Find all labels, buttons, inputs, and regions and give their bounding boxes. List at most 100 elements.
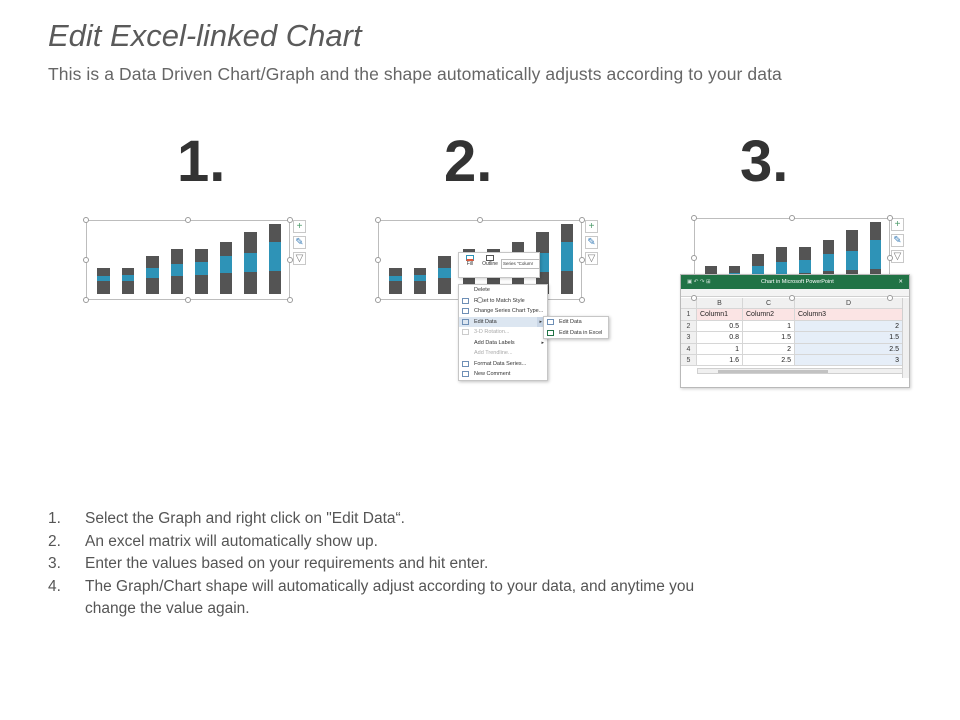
excel-window-title: Chart in Microsoft PowerPoint — [761, 279, 834, 285]
outline-button[interactable]: Outline — [481, 255, 499, 267]
menu-item-new-comment[interactable]: New Comment — [459, 369, 547, 380]
submenu-item-edit-data-in-excel[interactable]: Edit Data in Excel — [544, 328, 608, 339]
excel-corner-cell[interactable] — [681, 298, 697, 310]
resize-handle[interactable] — [579, 257, 585, 263]
submenu-item-edit-data[interactable]: Edit Data — [544, 317, 608, 328]
excel-cell[interactable]: Column1 — [697, 309, 743, 321]
chart-panel-2[interactable]: + ✎ ▽ Fill Outline Series "Columr Delete… — [375, 216, 609, 386]
chart-bar[interactable] — [268, 224, 282, 294]
chart-styles-button[interactable]: ✎ — [293, 236, 306, 249]
chart-bar[interactable] — [97, 268, 110, 294]
chart-bar[interactable] — [560, 224, 574, 294]
excel-grid[interactable]: B C D 1 Column1 Column2 Column3 2 0.5 1 … — [681, 298, 909, 378]
chart-bar[interactable] — [244, 231, 257, 294]
series-selector-dropdown[interactable]: Series "Columr — [501, 259, 540, 269]
excel-horizontal-scrollbar[interactable] — [697, 368, 903, 374]
chart-bar[interactable] — [195, 248, 208, 294]
excel-row-header[interactable]: 2 — [681, 320, 697, 333]
excel-vertical-scrollbar[interactable] — [902, 298, 909, 378]
resize-handle[interactable] — [375, 257, 381, 263]
bar-segment — [822, 254, 835, 272]
excel-cell[interactable]: 1.5 — [795, 332, 903, 344]
excel-formula-bar[interactable] — [681, 289, 909, 297]
resize-handle[interactable] — [789, 295, 795, 301]
excel-col-header-c[interactable]: C — [743, 298, 795, 310]
chart-styles-button[interactable]: ✎ — [585, 236, 598, 249]
resize-handle[interactable] — [789, 215, 795, 221]
reset-icon — [462, 297, 469, 304]
menu-item-edit-data[interactable]: Edit Data ▸ — [459, 316, 547, 327]
resize-handle[interactable] — [83, 297, 89, 303]
excel-cell[interactable]: 2 — [743, 343, 795, 355]
chart-panel-1[interactable]: + ✎ ▽ — [83, 216, 310, 306]
chart-filters-button[interactable]: ▽ — [585, 252, 598, 265]
menu-item-format-data-series[interactable]: Format Data Series... — [459, 359, 547, 370]
excel-cell[interactable]: 2.5 — [743, 355, 795, 367]
excel-cell[interactable]: 2.5 — [795, 343, 903, 355]
chart-bar[interactable] — [413, 268, 427, 294]
excel-cell[interactable]: 1.5 — [743, 332, 795, 344]
context-menu: Delete Reset to Match Style Change Serie… — [458, 284, 548, 381]
resize-handle[interactable] — [887, 255, 893, 261]
resize-handle[interactable] — [83, 257, 89, 263]
bar-segment — [560, 224, 574, 243]
instruction-item: 1. Select the Graph and right click on "E… — [48, 510, 405, 527]
chart-elements-button[interactable]: + — [293, 220, 306, 233]
resize-handle[interactable] — [887, 215, 893, 221]
resize-handle[interactable] — [691, 255, 697, 261]
resize-handle[interactable] — [579, 217, 585, 223]
chart-elements-button[interactable]: + — [891, 218, 904, 231]
chart-bar[interactable] — [146, 256, 159, 294]
excel-cell[interactable]: 0.5 — [697, 320, 743, 333]
chart-panel-3[interactable]: + ✎ ▽ ▣ ↶ ↷ ⊞ Chart in Microsoft PowerPo… — [680, 214, 912, 394]
excel-row-header[interactable]: 5 — [681, 355, 697, 367]
bar-segment — [195, 248, 208, 262]
excel-data-window[interactable]: ▣ ↶ ↷ ⊞ Chart in Microsoft PowerPoint ✕ … — [680, 274, 910, 388]
resize-handle[interactable] — [287, 217, 293, 223]
scrollbar-thumb[interactable] — [718, 370, 828, 373]
resize-handle[interactable] — [477, 217, 483, 223]
excel-cell[interactable]: 1.6 — [697, 355, 743, 367]
resize-handle[interactable] — [375, 297, 381, 303]
chart-styles-button[interactable]: ✎ — [891, 234, 904, 247]
menu-item-reset-to-match-style[interactable]: Reset to Match Style — [459, 296, 547, 307]
chart-bar[interactable] — [438, 256, 451, 294]
resize-handle[interactable] — [83, 217, 89, 223]
resize-handle[interactable] — [185, 297, 191, 303]
chart-filters-button[interactable]: ▽ — [891, 250, 904, 263]
resize-handle[interactable] — [691, 215, 697, 221]
resize-handle[interactable] — [287, 297, 293, 303]
bar-chart-1[interactable] — [92, 224, 288, 294]
excel-col-header-b[interactable]: B — [697, 298, 743, 310]
excel-cell[interactable]: 1 — [697, 343, 743, 355]
excel-quick-access-icon[interactable]: ▣ ↶ ↷ ⊞ — [687, 279, 711, 285]
chart-bar[interactable] — [219, 242, 233, 294]
excel-row-header[interactable]: 4 — [681, 343, 697, 355]
excel-cell[interactable]: 3 — [795, 355, 903, 367]
chart-bar[interactable] — [121, 268, 135, 294]
excel-cell[interactable]: Column3 — [795, 309, 903, 321]
bar-segment — [244, 231, 257, 253]
fill-button[interactable]: Fill — [463, 255, 477, 267]
resize-handle[interactable] — [375, 217, 381, 223]
resize-handle[interactable] — [691, 295, 697, 301]
resize-handle[interactable] — [477, 297, 483, 303]
resize-handle[interactable] — [579, 297, 585, 303]
chart-bar[interactable] — [170, 248, 184, 294]
chart-elements-button[interactable]: + — [585, 220, 598, 233]
excel-row-header[interactable]: 1 — [681, 309, 697, 321]
excel-row-header[interactable]: 3 — [681, 332, 697, 344]
resize-handle[interactable] — [287, 257, 293, 263]
resize-handle[interactable] — [887, 295, 893, 301]
close-icon[interactable]: ✕ — [898, 279, 903, 285]
excel-cell[interactable]: 1 — [743, 320, 795, 333]
menu-item-add-data-labels[interactable]: Add Data Labels ▸ — [459, 338, 547, 349]
menu-item-delete[interactable]: Delete — [474, 287, 490, 293]
excel-cell[interactable]: 2 — [795, 320, 903, 333]
chart-bar[interactable] — [389, 268, 402, 294]
chart-filters-button[interactable]: ▽ — [293, 252, 306, 265]
resize-handle[interactable] — [185, 217, 191, 223]
menu-item-change-series-chart-type[interactable]: Change Series Chart Type... — [459, 306, 547, 317]
excel-cell[interactable]: 0.8 — [697, 332, 743, 344]
excel-cell[interactable]: Column2 — [743, 309, 795, 321]
